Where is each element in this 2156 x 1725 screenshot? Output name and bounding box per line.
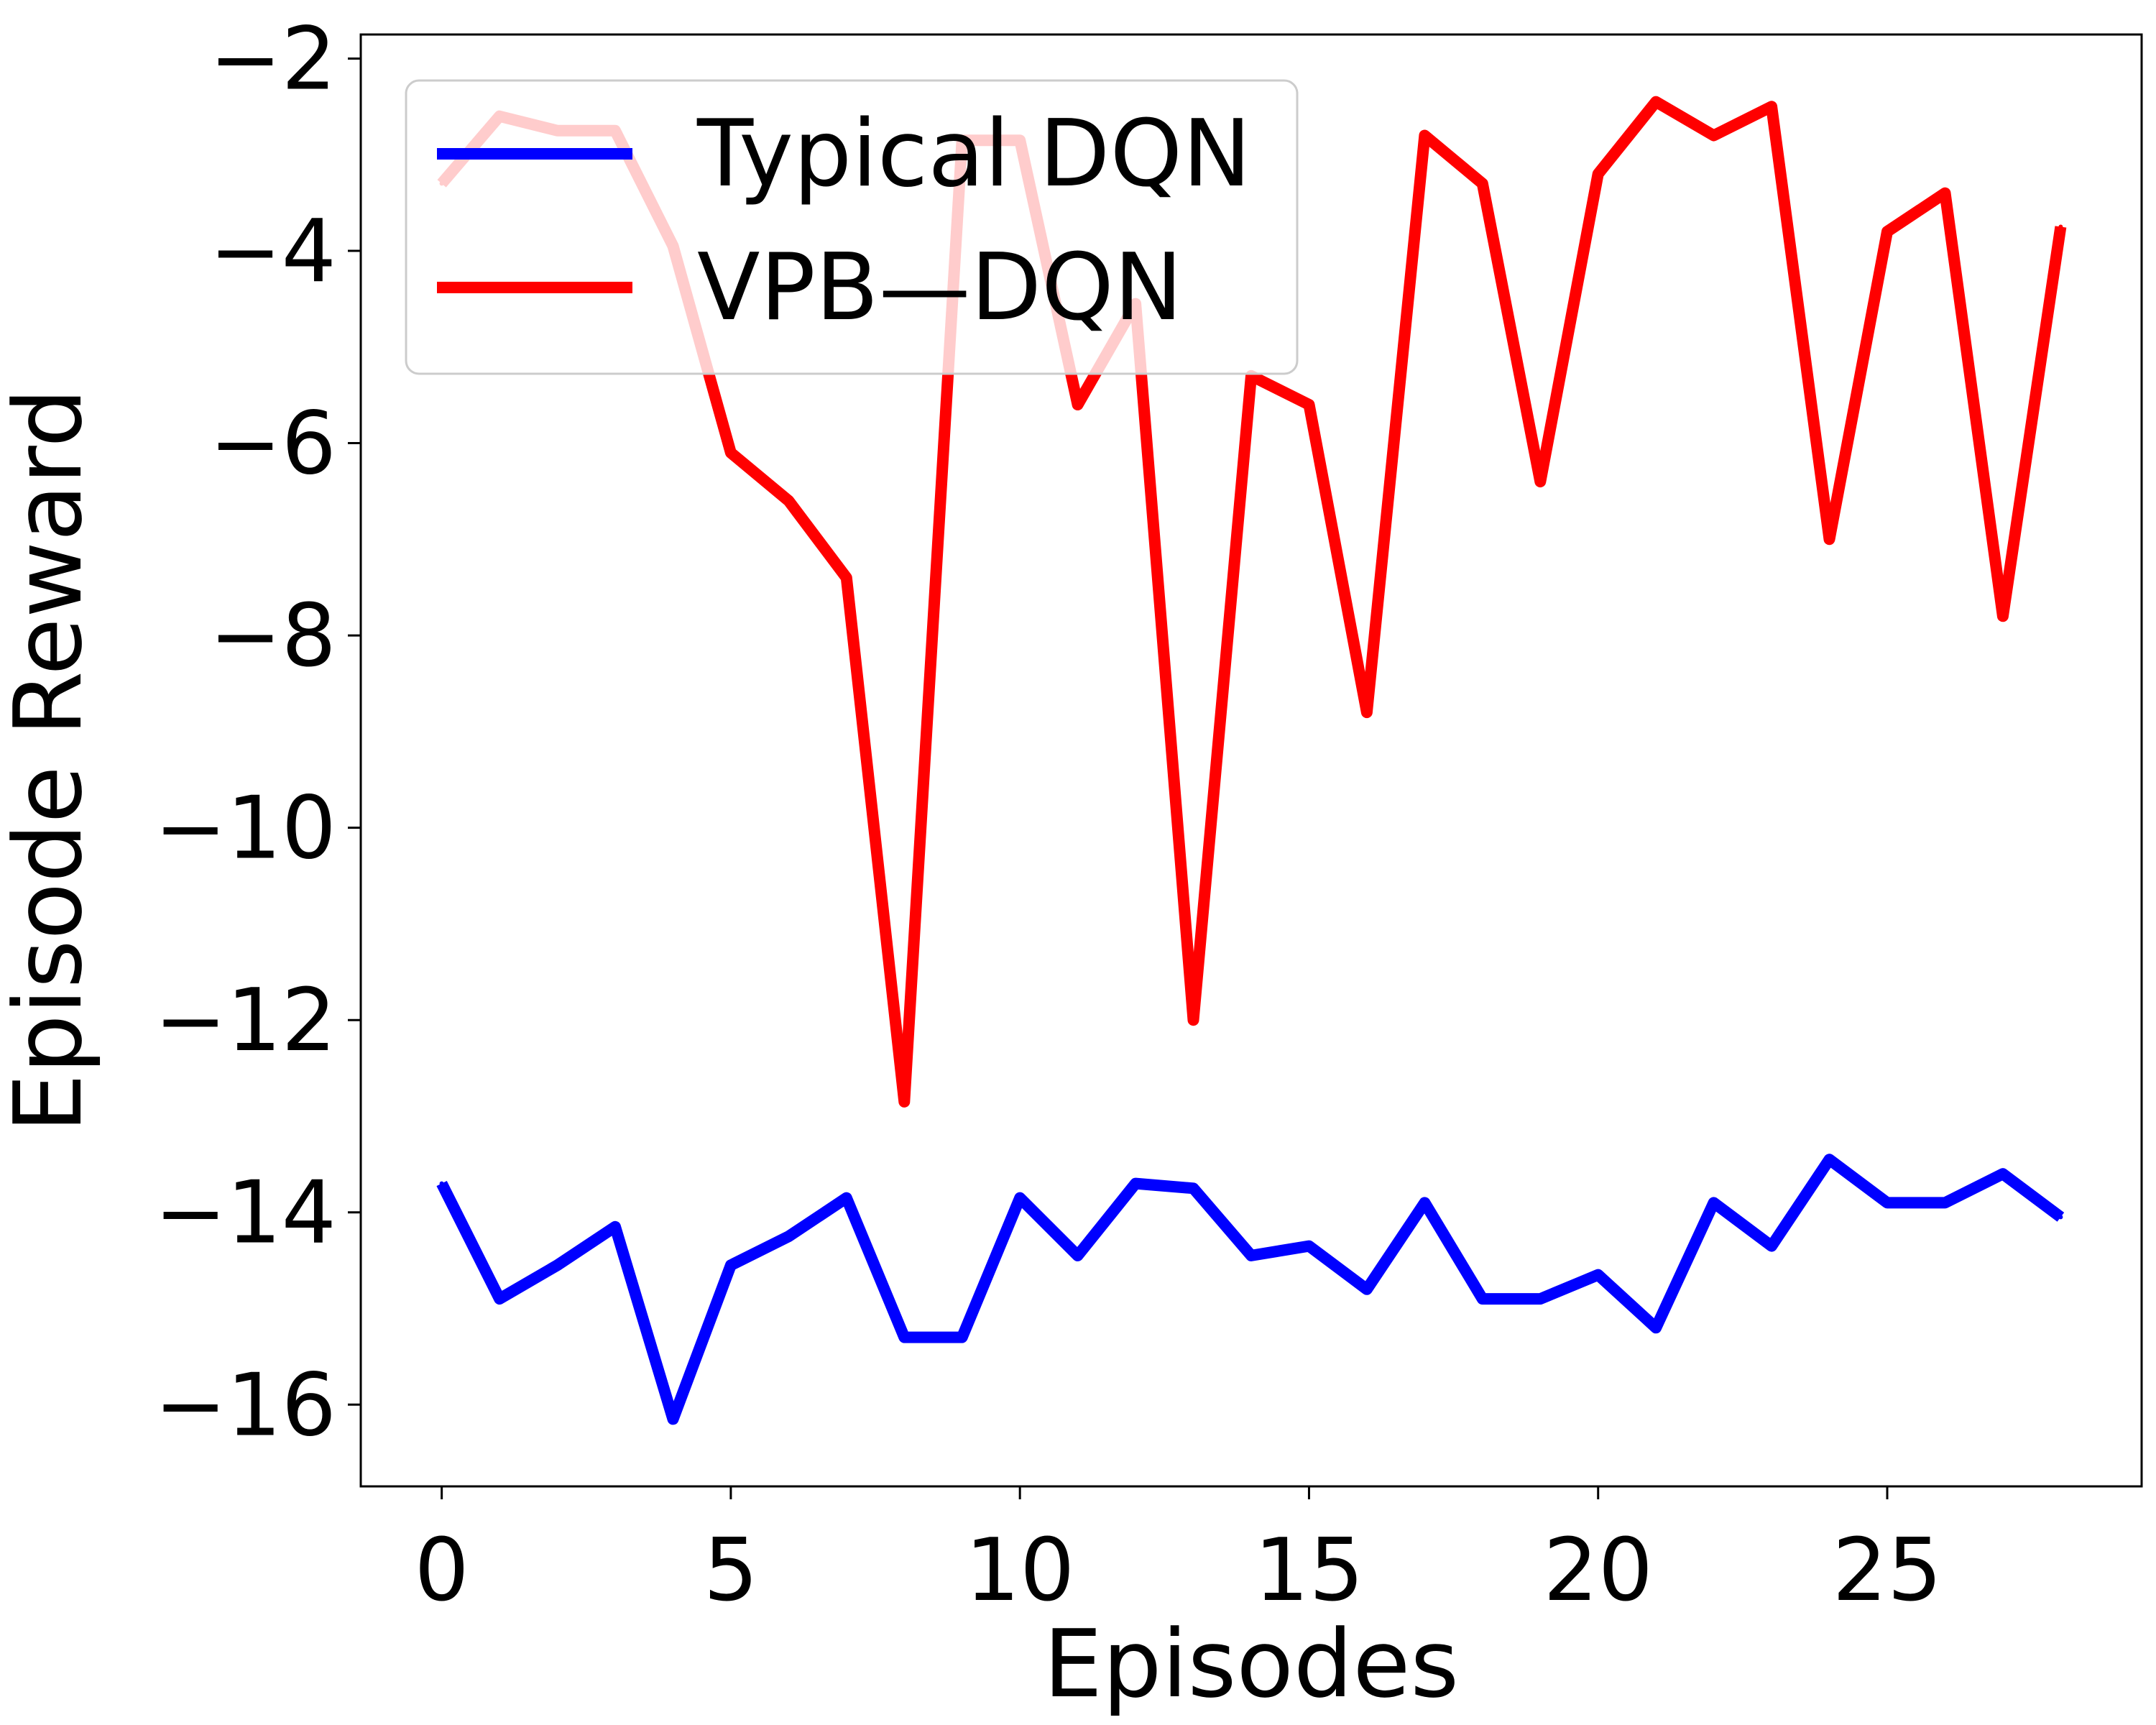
y-tick-label: −8	[209, 586, 336, 686]
y-tick-label: −10	[155, 779, 336, 879]
data-point-typical-dqn	[1538, 1297, 1543, 1302]
data-point-vpb-dqn	[1364, 710, 1369, 715]
data-point-vpb-dqn	[1943, 190, 1948, 196]
y-tick-label: −6	[209, 395, 336, 494]
data-point-typical-dqn	[1307, 1243, 1312, 1248]
legend-label-vpb-dqn: VPB—DQN	[697, 234, 1183, 341]
y-tick-label: −12	[155, 971, 336, 1071]
data-point-vpb-dqn	[1480, 181, 1485, 186]
data-point-vpb-dqn	[1307, 402, 1312, 407]
data-point-typical-dqn	[1711, 1200, 1716, 1205]
x-tick-label: 0	[414, 1521, 469, 1621]
y-axis-ticks: −16 −14 −12 −10 −8 −6 −4 −2	[155, 9, 361, 1455]
data-point-typical-dqn	[1480, 1297, 1485, 1302]
y-tick-label: −16	[155, 1356, 336, 1455]
data-point-vpb-dqn	[844, 575, 849, 580]
data-point-vpb-dqn	[1191, 1018, 1196, 1023]
x-tick-label: 20	[1543, 1521, 1653, 1621]
data-point-vpb-dqn	[1075, 402, 1080, 407]
y-tick-label: −2	[209, 9, 336, 109]
data-point-vpb-dqn	[728, 450, 733, 455]
data-point-typical-dqn	[1595, 1272, 1600, 1277]
data-point-vpb-dqn	[1595, 172, 1600, 176]
data-point-typical-dqn	[1885, 1200, 1889, 1205]
legend-label-typical-dqn: Typical DQN	[696, 101, 1251, 208]
x-tick-label: 25	[1833, 1521, 1943, 1621]
data-point-typical-dqn	[1769, 1243, 1774, 1248]
y-axis-label: Episode Reward	[0, 388, 103, 1133]
data-point-vpb-dqn	[2058, 224, 2063, 229]
data-point-typical-dqn	[1364, 1287, 1369, 1292]
data-point-typical-dqn	[2058, 1215, 2063, 1220]
data-point-vpb-dqn	[2000, 614, 2005, 619]
data-point-typical-dqn	[1654, 1325, 1659, 1330]
data-point-typical-dqn	[613, 1224, 617, 1229]
y-tick-label: −14	[155, 1164, 336, 1264]
x-tick-label: 15	[1254, 1521, 1364, 1621]
data-point-typical-dqn	[439, 1181, 444, 1186]
x-axis-ticks: 0 5 10 15 20 25	[414, 1486, 1942, 1621]
data-point-vpb-dqn	[1769, 104, 1774, 109]
data-point-typical-dqn	[959, 1335, 964, 1340]
y-tick-label: −4	[209, 202, 336, 302]
data-point-vpb-dqn	[1827, 537, 1832, 542]
x-axis-label: Episodes	[1044, 1609, 1459, 1719]
data-point-typical-dqn	[844, 1195, 849, 1200]
typical-dqn-series-layer	[436, 1154, 2065, 1425]
plot-frame	[359, 33, 2143, 1488]
data-point-typical-dqn	[2000, 1172, 2005, 1177]
data-point-typical-dqn	[1827, 1157, 1832, 1162]
data-point-typical-dqn	[1191, 1186, 1196, 1191]
data-point-typical-dqn	[728, 1263, 733, 1268]
data-point-typical-dqn	[1075, 1253, 1080, 1258]
x-tick-label: 5	[704, 1521, 758, 1621]
data-point-vpb-dqn	[1885, 229, 1889, 234]
data-point-vpb-dqn	[1711, 133, 1716, 138]
data-point-vpb-dqn	[902, 1099, 907, 1104]
data-point-typical-dqn	[902, 1335, 907, 1340]
data-point-typical-dqn	[1943, 1200, 1948, 1205]
data-point-typical-dqn	[1422, 1200, 1427, 1205]
data-point-typical-dqn	[555, 1263, 560, 1268]
data-point-vpb-dqn	[786, 498, 791, 503]
data-point-vpb-dqn	[1422, 133, 1427, 138]
data-point-typical-dqn	[786, 1234, 791, 1239]
legend: Typical DQN VPB—DQN	[405, 79, 1299, 375]
data-point-typical-dqn	[1018, 1195, 1023, 1200]
data-point-vpb-dqn	[1654, 99, 1659, 104]
x-tick-label: 10	[965, 1521, 1075, 1621]
data-point-typical-dqn	[1133, 1181, 1138, 1186]
data-point-vpb-dqn	[1538, 479, 1543, 484]
data-point-typical-dqn	[497, 1297, 502, 1302]
data-point-typical-dqn	[1249, 1253, 1253, 1258]
data-point-typical-dqn	[671, 1417, 676, 1422]
